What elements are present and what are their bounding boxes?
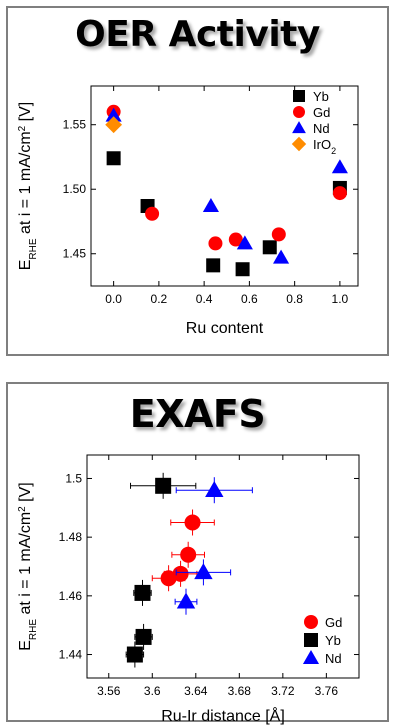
exafs-legend-marker-gd (304, 615, 318, 629)
exafs-point-gd (180, 546, 197, 563)
exafs-y-tick-label: 1.46 (59, 589, 83, 603)
oer-point-nd (331, 159, 348, 174)
oer-plot-frame (90, 85, 359, 287)
oer-series-iro (105, 116, 123, 134)
exafs-point-nd (176, 592, 196, 609)
oer-series-yb (106, 151, 347, 277)
oer-panel-title: OER Activity (75, 14, 320, 55)
oer-scatter-chart: 0.0 0.2 0.4 0.6 0.8 1.0 1.45 1.50 1.55 Ru content… (17, 85, 359, 337)
oer-point-gd (271, 227, 286, 242)
oer-legend-marker-yb (293, 90, 305, 102)
oer-legend-marker-nd (292, 121, 306, 134)
oer-series-nd (105, 107, 348, 264)
oer-point-nd (273, 249, 290, 264)
exafs-legend: Gd Yb Nd (302, 615, 342, 666)
exafs-plot-frame (86, 454, 360, 679)
oer-point-nd (202, 197, 219, 212)
exafs-point-yb (135, 628, 152, 645)
oer-activity-panel: OER Activity 0.0 0.2 0.4 0.6 0.8 1.0 1.45 1.50 1… (6, 6, 389, 356)
oer-point-yb (262, 240, 277, 255)
exafs-point-nd (194, 563, 213, 580)
oer-y-tick-label: 1.50 (63, 182, 87, 196)
exafs-panel: EXAFS 3.56 3.6 3.64 3.68 3.72 3.76 1.44 1.46 1.4… (6, 382, 389, 725)
exafs-point-yb (134, 584, 151, 601)
exafs-x-tick-label: 3.72 (271, 684, 295, 698)
oer-point-nd (236, 235, 253, 250)
oer-x-tick-label: 0.8 (286, 292, 303, 306)
oer-point-yb (206, 258, 221, 273)
oer-x-tick-label: 0.4 (196, 292, 213, 306)
exafs-x-tick-label: 3.76 (315, 684, 339, 698)
oer-point-yb (106, 151, 121, 166)
oer-x-tick-label: 0.0 (105, 292, 122, 306)
oer-point-gd (208, 236, 223, 251)
exafs-x-tick-label: 3.64 (184, 684, 208, 698)
exafs-point-nd (205, 481, 224, 498)
oer-legend-label-yb: Yb (313, 89, 329, 104)
exafs-point-yb (126, 646, 143, 663)
oer-y-tick-label: 1.55 (63, 118, 87, 132)
oer-y-axis-label: ERHE at i = 1 mA/cm2 [V] (17, 102, 39, 271)
exafs-panel-title: EXAFS (129, 392, 266, 436)
exafs-y-tick-label: 1.48 (59, 530, 83, 544)
oer-x-tick-label: 1.0 (332, 292, 349, 306)
oer-legend-label-nd: Nd (313, 121, 330, 136)
exafs-x-tick-label: 3.68 (228, 684, 252, 698)
oer-point-yb (235, 262, 250, 277)
oer-legend-label-iro: IrO2 (313, 137, 336, 156)
oer-point-gd (145, 206, 160, 221)
oer-x-axis-label: Ru content (186, 320, 264, 337)
oer-point-iro (105, 116, 123, 134)
exafs-legend-label-yb: Yb (325, 633, 341, 648)
oer-x-tick-label: 0.6 (241, 292, 258, 306)
exafs-series-nd (174, 477, 253, 615)
exafs-point-gd (184, 514, 201, 531)
oer-x-tick-label: 0.2 (151, 292, 168, 306)
exafs-y-axis-label: ERHE at i = 1 mA/cm2 [V] (17, 482, 39, 651)
oer-point-gd (332, 186, 347, 201)
exafs-x-tick-label: 3.6 (144, 684, 161, 698)
exafs-legend-label-gd: Gd (325, 615, 342, 630)
exafs-x-tick-label: 3.56 (97, 684, 121, 698)
exafs-y-tick-label: 1.5 (65, 471, 82, 485)
exafs-legend-label-nd: Nd (325, 651, 342, 666)
exafs-y-tick-label: 1.44 (59, 648, 83, 662)
oer-y-tick-label: 1.45 (63, 247, 87, 261)
oer-legend-marker-iro (291, 136, 307, 152)
exafs-x-axis-label: Ru-Ir distance [Å] (161, 706, 285, 725)
oer-point-gd (228, 232, 243, 247)
oer-series-gd (106, 104, 347, 251)
exafs-legend-marker-yb (304, 633, 318, 647)
oer-point-nd (105, 107, 122, 122)
exafs-point-gd (160, 570, 177, 587)
exafs-point-yb (155, 477, 172, 494)
exafs-legend-marker-nd (302, 649, 320, 664)
oer-legend-label-gd: Gd (313, 105, 330, 120)
exafs-series-yb (125, 472, 197, 668)
exafs-scatter-chart: 3.56 3.6 3.64 3.68 3.72 3.76 1.44 1.46 1.48 1.5 Ru… (17, 454, 360, 725)
oer-legend-marker-gd (293, 106, 305, 118)
